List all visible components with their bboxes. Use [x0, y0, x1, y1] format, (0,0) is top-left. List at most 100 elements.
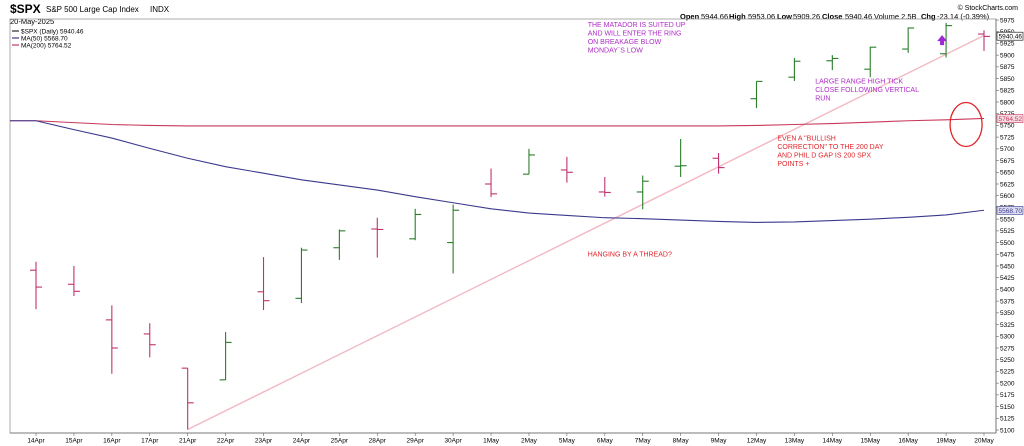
x-tick-label: 7May: [635, 438, 652, 445]
ohlc-bar: [674, 139, 687, 177]
ohlc-bar: [105, 305, 118, 374]
y-tick-label: 5150: [1000, 404, 1015, 411]
y-tick-label: 5425: [1000, 275, 1015, 282]
annotation-matador: THE MATADOR IS SUITED UP AND WILL ENTER T…: [588, 22, 686, 55]
symbol-title: $SPX: [10, 2, 41, 16]
x-tick-label: 14Apr: [27, 438, 45, 445]
x-tick-label: 30Apr: [444, 438, 462, 445]
y-tick-label: 5325: [1000, 322, 1015, 329]
y-tick-label: 5750: [1000, 123, 1015, 130]
legend: $SPX (Daily) 5940.46 MA(50) 5568.70 MA(2…: [12, 29, 84, 50]
y-tick-label: 5350: [1000, 310, 1015, 317]
svg-text:5940.46: 5940.46: [999, 34, 1023, 41]
ohlc-bar: [560, 156, 573, 183]
y-tick-label: 5400: [1000, 287, 1015, 294]
ohlc-bars: [30, 22, 990, 430]
ohlc-bar: [712, 153, 725, 174]
ohlc-bar: [409, 208, 422, 241]
annotation-hanging: HANGING BY A THREAD?: [588, 252, 672, 259]
highlight-circle: [949, 101, 983, 148]
x-tick-label: 2May: [521, 438, 538, 445]
up-arrow-icon: [937, 35, 948, 46]
y-tick-label: 5800: [1000, 99, 1015, 106]
x-tick-label: 21Apr: [179, 438, 197, 445]
y-tick-label: 5525: [1000, 228, 1015, 235]
x-tick-label: 23Apr: [255, 438, 273, 445]
annotation-bullish-correction: EVEN A "BULLISH CORRECTION" TO THE 200 DA…: [777, 135, 884, 168]
chg-value: -23.14 (-0.39%): [937, 12, 990, 21]
x-axis-ticks: 14Apr 15Apr 16Apr 17Apr 21Apr 22Apr 23Apr 24Apr…: [27, 433, 995, 445]
y-tick-label: 5300: [1000, 334, 1015, 341]
ohlc-bar: [333, 229, 346, 260]
ohlc-bar: [864, 46, 877, 78]
ohlc-bar: [219, 332, 232, 381]
y-tick-label: 5475: [1000, 252, 1015, 259]
ohlc-bar: [143, 323, 156, 358]
y-tick-label: 5625: [1000, 181, 1015, 188]
price-labels: 5940.46 5764.52 5568.70: [996, 31, 1024, 215]
y-tick-label: 5450: [1000, 263, 1015, 270]
svg-text:5568.70: 5568.70: [999, 208, 1023, 215]
y-tick-label: 5700: [1000, 146, 1015, 153]
y-tick-label: 5275: [1000, 345, 1015, 352]
y-tick-label: 5825: [1000, 88, 1015, 95]
x-tick-label: 1May: [483, 438, 500, 445]
legend-entry-ma200: MA(200) 5764.52: [21, 43, 72, 50]
ohlc-bar: [598, 176, 611, 197]
ohlc-bar: [257, 257, 270, 311]
ohlc-bar: [447, 204, 460, 274]
ohlc-readout: Open 5944.66 High 5953.06 Low 5909.26 Cl…: [680, 12, 990, 21]
y-tick-label: 5550: [1000, 216, 1015, 223]
ohlc-bar: [30, 261, 42, 310]
x-tick-label: 29Apr: [407, 438, 425, 445]
low-label: Low: [777, 12, 792, 21]
x-tick-label: 20May: [974, 438, 994, 445]
x-tick-label: 9May: [711, 438, 728, 445]
x-tick-label: 22Apr: [217, 438, 235, 445]
x-tick-label: 6May: [597, 438, 614, 445]
annotation-large-range: LARGE RANGE HIGH TICK CLOSE FOLLOWING VER…: [815, 78, 919, 102]
volume-value: Volume 2.5B: [874, 12, 917, 21]
y-tick-label: 5250: [1000, 357, 1015, 364]
ma200-line: [10, 117, 985, 127]
ohlc-bar: [522, 148, 535, 175]
open-label: Open: [680, 12, 700, 21]
y-tick-label: 5850: [1000, 76, 1015, 83]
price-label-ma50: 5568.70: [996, 206, 1024, 215]
y-tick-label: 5225: [1000, 369, 1015, 376]
open-value: 5944.66: [701, 12, 728, 21]
x-tick-label: 17Apr: [141, 438, 159, 445]
x-tick-label: 16Apr: [103, 438, 121, 445]
y-tick-label: 5875: [1000, 64, 1015, 71]
x-tick-label: 19May: [936, 438, 956, 445]
high-value: 5953.06: [748, 12, 775, 21]
chg-label: Chg: [921, 12, 936, 21]
ohlc-bar: [826, 55, 839, 71]
ohlc-bar: [295, 247, 308, 304]
price-label-last: 5940.46: [996, 31, 1024, 41]
chart-header: $SPX S&P 500 Large Cap Index INDX 20-May…: [10, 2, 1018, 50]
ma50-line: [10, 120, 985, 223]
y-tick-label: 5650: [1000, 170, 1015, 177]
ohlc-bar: [978, 30, 990, 51]
x-tick-label: 5May: [559, 438, 576, 445]
ohlc-bar: [181, 367, 194, 430]
y-tick-label: 5675: [1000, 158, 1015, 165]
ohlc-bar: [788, 57, 801, 81]
ohlc-bar: [371, 217, 384, 258]
ohlc-bar: [636, 175, 649, 210]
x-tick-label: 24Apr: [293, 438, 311, 445]
price-label-ma200: 5764.52: [996, 114, 1024, 123]
legend-entry-price: $SPX (Daily) 5940.46: [21, 29, 84, 36]
x-tick-label: 28Apr: [369, 438, 387, 445]
x-tick-label: 12May: [747, 438, 767, 445]
close-value: 5940.46: [845, 12, 872, 21]
x-tick-label: 15Apr: [65, 438, 83, 445]
close-label: Close: [822, 12, 842, 21]
y-tick-label: 5500: [1000, 240, 1015, 247]
trendline: [187, 34, 985, 431]
index-name: S&P 500 Large Cap Index: [46, 5, 139, 14]
low-value: 5909.26: [793, 12, 820, 21]
ohlc-bar: [485, 168, 498, 198]
